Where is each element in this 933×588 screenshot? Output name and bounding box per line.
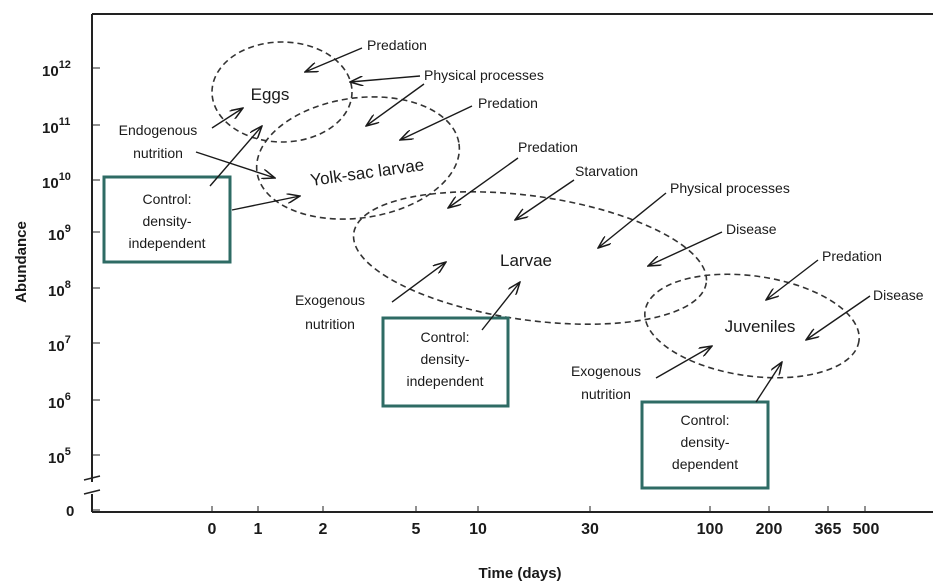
arrow-physical-yolk [366, 83, 425, 126]
arrow-control3-juveniles [755, 362, 782, 403]
arrow-starvation [515, 179, 575, 220]
label-exogenous-juveniles-nutrition: nutrition [581, 386, 631, 402]
label-predation-juveniles: Predation [822, 248, 882, 264]
label-starvation: Starvation [575, 163, 638, 179]
label-endogenous: Endogenous [119, 122, 198, 138]
control-box-3: Control: density- dependent [640, 400, 770, 490]
y-axis-title: Abundance [13, 221, 30, 303]
control-box-2: Control: density- independent [381, 316, 510, 408]
arrow-disease-juveniles [806, 295, 871, 340]
label-exogenous-larvae: Exogenous [295, 292, 365, 308]
stage-juveniles: Juveniles [725, 317, 796, 336]
stage-yolk-sac: Yolk-sac larvae [309, 155, 425, 190]
label-predation-eggs: Predation [367, 37, 427, 53]
x-tick-2: 2 [319, 521, 328, 538]
plot-frame [83, 13, 933, 513]
x-ticks: 0 1 2 5 10 30 100 200 365 500 [208, 506, 880, 538]
label-predation-yolk: Predation [478, 95, 538, 111]
stage-larvae: Larvae [500, 251, 552, 270]
arrow-predation-eggs [305, 47, 363, 72]
arrow-control1-yolk [231, 196, 300, 211]
label-exogenous-larvae-nutrition: nutrition [305, 316, 355, 332]
x-tick-1: 1 [254, 521, 263, 538]
y-tick-1e11: 1011 [42, 116, 70, 137]
arrow-exogenous-juveniles [655, 346, 712, 379]
label-endogenous-nutrition: nutrition [133, 145, 183, 161]
label-disease-juveniles: Disease [873, 287, 924, 303]
x-tick-5: 5 [412, 521, 421, 538]
control-1-line-3: independent [128, 235, 205, 251]
x-tick-200: 200 [756, 521, 783, 538]
y-tick-1e9: 109 [48, 223, 71, 244]
arrow-physical-eggs [350, 75, 421, 82]
x-tick-10: 10 [469, 521, 487, 538]
control-2-line-1: Control: [420, 329, 469, 345]
control-1-line-2: density- [142, 213, 191, 229]
control-2-line-3: independent [406, 373, 483, 389]
x-axis-title: Time (days) [478, 565, 561, 582]
y-tick-1e6: 106 [48, 391, 71, 412]
arrow-predation-larvae [448, 157, 519, 208]
x-tick-365: 365 [815, 521, 842, 538]
label-exogenous-juveniles: Exogenous [571, 363, 641, 379]
y-tick-1e10: 1010 [42, 171, 71, 192]
x-tick-0: 0 [208, 521, 217, 538]
control-3-line-2: density- [680, 434, 729, 450]
arrow-exogenous-larvae [391, 262, 446, 303]
arrow-predation-juveniles [766, 259, 819, 300]
axis-break-icon [83, 475, 101, 495]
label-disease-larvae: Disease [726, 221, 777, 237]
control-box-1: Control: density- independent [102, 175, 232, 264]
x-tick-500: 500 [853, 521, 880, 538]
x-tick-100: 100 [697, 521, 724, 538]
y-tick-1e7: 107 [48, 334, 71, 355]
label-predation-larvae: Predation [518, 139, 578, 155]
y-ticks: 1012 1011 1010 109 108 107 106 105 0 [42, 59, 100, 520]
arrow-endogenous-eggs [211, 108, 243, 129]
arrow-predation-yolk [400, 105, 473, 140]
eggs-ellipse [211, 41, 353, 143]
y-tick-1e12: 1012 [42, 59, 71, 80]
arrow-endogenous-yolk [195, 151, 275, 178]
yolk-sac-ellipse [255, 96, 461, 220]
arrow-control1-eggs [209, 126, 262, 187]
label-physical-larvae: Physical processes [670, 180, 790, 196]
x-tick-30: 30 [581, 521, 599, 538]
arrow-disease-larvae [648, 231, 723, 266]
control-2-line-2: density- [420, 351, 469, 367]
juveniles-ellipse [644, 273, 860, 379]
label-physical-eggs: Physical processes [424, 67, 544, 83]
y-tick-0: 0 [66, 503, 74, 520]
stage-eggs: Eggs [251, 85, 290, 104]
y-tick-1e8: 108 [48, 279, 71, 300]
arrow-control2-larvae [481, 282, 520, 331]
larvae-ellipse [352, 190, 708, 326]
control-1-line-1: Control: [142, 191, 191, 207]
arrows [195, 47, 871, 403]
control-3-line-3: dependent [672, 456, 738, 472]
control-3-line-1: Control: [680, 412, 729, 428]
y-tick-1e5: 105 [48, 446, 71, 467]
arrow-physical-larvae [598, 192, 667, 248]
